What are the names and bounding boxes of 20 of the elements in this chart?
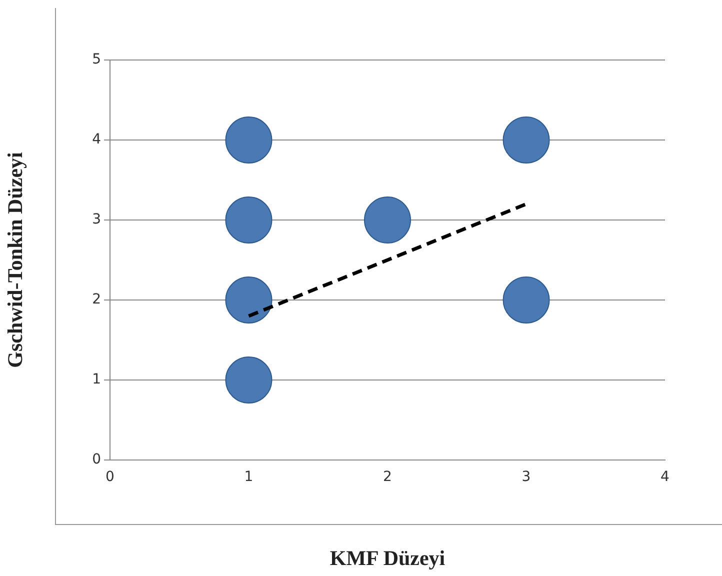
y-tick-label: 3 [92, 212, 101, 228]
x-tick-label: 4 [660, 469, 670, 486]
x-tick-label: 2 [383, 469, 392, 486]
y-tick-label: 0 [92, 452, 101, 468]
x-tick-label: 3 [522, 469, 531, 486]
point [364, 196, 411, 244]
x-tick-label: 1 [244, 469, 254, 486]
point [502, 116, 550, 164]
point [225, 116, 272, 164]
y-axis-title: Gschwid-Tonkin Düzeyi [3, 152, 28, 368]
y-tick-label: 1 [92, 372, 101, 388]
y-tick-label: 5 [92, 52, 101, 68]
point [225, 356, 272, 404]
x-axis-title: KMF Düzeyi [330, 546, 446, 570]
point [502, 276, 550, 324]
point [225, 276, 272, 324]
y-tick-label: 2 [92, 292, 101, 308]
point [225, 196, 272, 244]
y-tick-label: 4 [92, 132, 102, 148]
x-tick-label: 0 [106, 469, 114, 486]
